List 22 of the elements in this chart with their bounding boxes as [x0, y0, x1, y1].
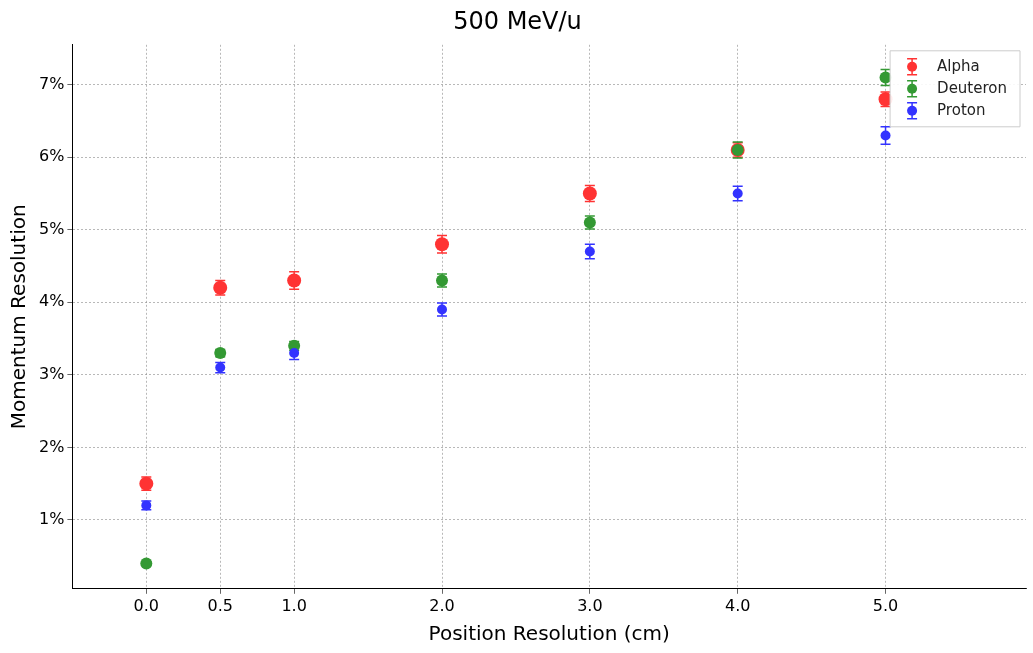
x-tick-label: 2.0	[429, 595, 455, 615]
y-tick-label: 2%	[38, 436, 65, 456]
y-axis-title: Momentum Resolution	[6, 204, 31, 430]
y-tick-label: 1%	[38, 509, 65, 529]
chart-title: 500 MeV/u	[453, 6, 582, 35]
point	[880, 130, 891, 141]
x-tick-label: 0.0	[133, 595, 160, 615]
legend-label: Alpha	[937, 56, 980, 75]
y-tick-label: 7%	[38, 73, 65, 93]
x-tick-label: 5.0	[872, 595, 899, 615]
x-axis-title: Position Resolution (cm)	[428, 621, 670, 646]
legend-label: Deuteron	[937, 78, 1007, 97]
y-tick-label: 4%	[38, 291, 65, 311]
x-tick-label: 4.0	[724, 595, 751, 615]
x-tick-label: 0.5	[207, 595, 233, 615]
x-tick-label: 3.0	[577, 595, 603, 615]
y-tick-label: 6%	[38, 146, 65, 166]
y-tick-label: 3%	[38, 363, 65, 383]
x-tick-label: 1.0	[281, 595, 307, 615]
point	[140, 557, 153, 570]
legend-label: Proton	[937, 100, 986, 119]
y-tick-label: 5%	[38, 218, 65, 238]
